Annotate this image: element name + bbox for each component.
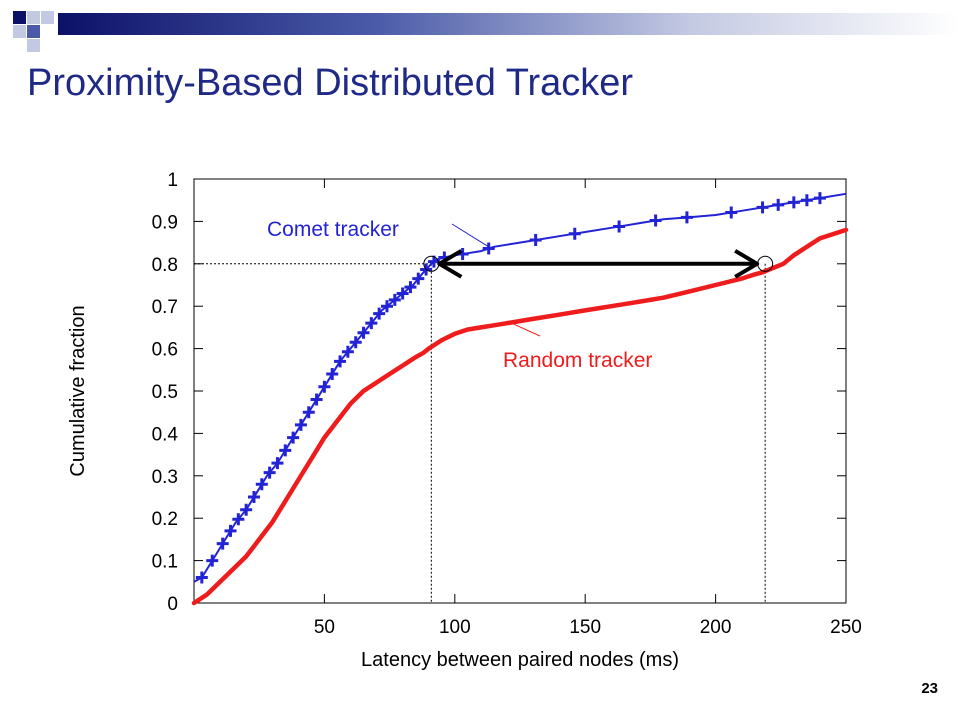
comet-tracker-marker [326,368,339,381]
x-tick-label: 150 [569,617,601,638]
comet-tracker-marker [568,227,581,240]
x-tick-label: 100 [439,617,471,638]
comet-tracker-marker [373,307,386,320]
slide-decoration [0,0,70,65]
corner-square-light [27,11,40,24]
comet-tracker-marker [412,272,425,285]
y-tick-label: 0.7 [152,297,178,318]
comet-tracker-marker [725,206,738,219]
x-tick-label: 200 [700,617,732,638]
comet-tracker-marker [680,211,693,224]
comet-tracker-marker [404,281,417,294]
comet-tracker-marker [240,503,253,516]
comet-tracker-marker [813,192,826,205]
comet-tracker-marker [427,255,440,268]
x-tick-label: 250 [830,617,862,638]
x-axis-label: Latency between paired nodes (ms) [361,649,679,671]
comet-tracker-marker [613,220,626,233]
corner-square-light [27,39,40,52]
comet-tracker-marker [310,393,323,406]
comet-tracker-marker [216,537,229,550]
y-tick-label: 1 [167,170,178,191]
y-tick-label: 0.4 [152,424,179,445]
comet-tracker-marker [271,457,284,470]
random-tracker-label: Random tracker [503,349,652,372]
comet-tracker-marker [247,491,260,503]
comet-tracker-marker [334,355,347,368]
page-number: 23 [921,680,938,697]
comet-tracker-marker [263,466,276,479]
y-tick-label: 0.3 [152,467,178,488]
y-tick-label: 0.8 [152,255,178,276]
comet-tracker-label: Comet tracker [267,218,399,241]
title-gradient-bar [58,13,960,35]
comet-tracker-marker [341,345,354,358]
comet-tracker-marker [195,571,208,584]
corner-square-mid [27,25,40,38]
comet-tracker-marker [482,242,495,255]
comet-tracker-marker [800,194,813,207]
series-line-comet-tracker [193,192,847,583]
comet-tracker-marker [232,513,245,526]
y-tick-label: 0.1 [152,552,178,573]
difference-arrow-left-head [437,249,463,279]
comet-tracker-marker [294,418,307,431]
comet-tracker-marker [357,326,370,339]
comet-tracker-marker [772,198,785,211]
comet-tracker-marker [787,196,800,209]
corner-square-light [41,11,54,24]
comet-tracker-marker [302,406,315,419]
comet-tracker-leader [451,223,489,248]
difference-arrow-right-head [734,249,760,279]
y-tick-label: 0 [167,594,178,615]
slide-title: Proximity-Based Distributed Tracker [27,62,634,104]
comet-tracker-marker [318,380,331,393]
corner-square-dark [13,11,26,24]
x-tick-label: 50 [314,617,335,638]
random-tracker-leader [506,320,541,337]
series-line-random-tracker [191,227,849,606]
comet-tracker-marker [255,478,268,491]
comet-tracker-marker [206,554,219,567]
y-axis-label: Cumulative fraction [67,305,89,476]
y-tick-label: 0.2 [152,509,178,530]
comet-tracker-marker [365,317,378,330]
y-tick-label: 0.9 [152,212,178,233]
comet-tracker-marker [396,287,409,300]
comet-tracker-marker [279,444,292,457]
y-tick-label: 0.6 [152,340,178,361]
corner-squares-decoration [13,11,54,52]
comet-tracker-marker [380,300,393,313]
comet-tracker-marker [349,336,362,349]
comet-tracker-marker [388,293,401,306]
comet-tracker-marker [649,214,662,227]
comet-tracker-marker [287,431,300,444]
y-tick-label: 0.5 [152,382,178,403]
comet-tracker-marker [224,524,237,537]
corner-square-light [13,25,26,38]
comet-tracker-marker [529,234,542,247]
comet-tracker-marker [756,201,769,214]
